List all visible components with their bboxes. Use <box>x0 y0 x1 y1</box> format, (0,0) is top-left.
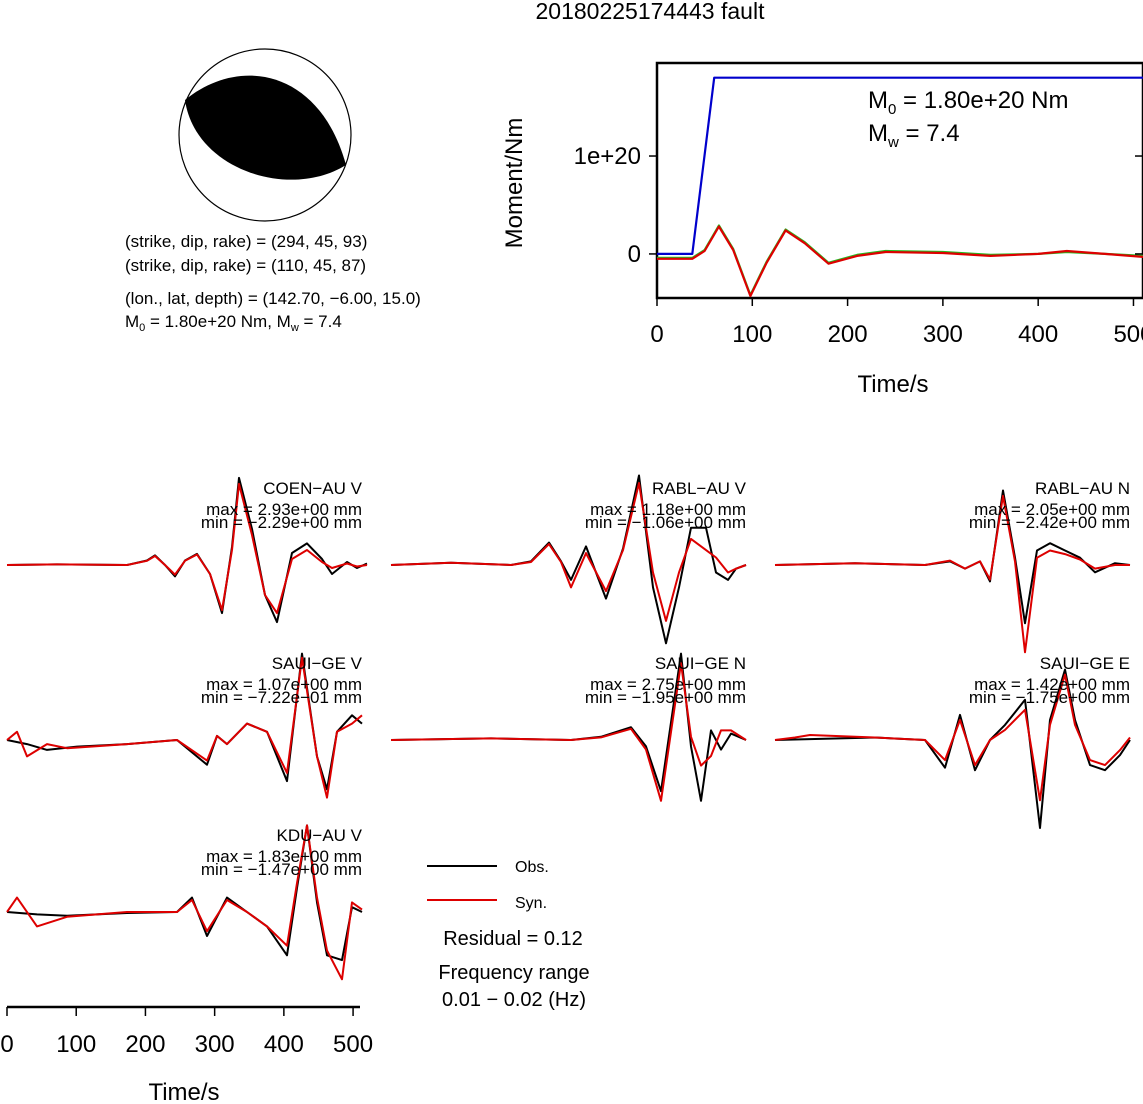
waveform-time-axis: Time/s 0 100 200 300 400 500 <box>0 1005 373 1104</box>
station-min: min = −1.06e+00 mm <box>585 513 746 532</box>
station-max: max = 2.05e+00 mm <box>974 500 1130 519</box>
waveform-x-tick-label: 500 <box>333 1031 373 1058</box>
waveform-x-tick-label: 400 <box>264 1031 304 1058</box>
station-label: RABL−AU N <box>1035 479 1130 498</box>
moment-plot-frame <box>655 61 1143 300</box>
moment-x-tick-label: 0 <box>650 321 663 348</box>
moment-y-tick-label: 1e+20 <box>574 143 641 170</box>
figure-title: 20180225174443 fault <box>536 0 766 24</box>
station-label: SAUI−GE E <box>1040 654 1130 673</box>
moment-x-tick-label: 200 <box>828 321 868 348</box>
hypocenter: (lon., lat, depth) = (142.70, −6.00, 15.… <box>125 289 421 308</box>
moment-x-tick-label: 100 <box>732 321 772 348</box>
moment-series-blue <box>657 76 1143 255</box>
moment-y-tick-label: 0 <box>628 241 641 268</box>
moment-x-label: Time/s <box>857 371 928 398</box>
moment-y-ticks: 0 1e+20 <box>574 143 1143 268</box>
observed-trace <box>6 824 363 962</box>
station-min: min = −7.22e−01 mm <box>201 688 362 707</box>
station-max: max = 1.83e+00 mm <box>206 847 362 866</box>
station-min: min = −2.42e+00 mm <box>969 513 1130 532</box>
moment-series-green <box>657 224 1143 297</box>
synthetic-trace <box>6 824 363 981</box>
station-min: min = −1.47e+00 mm <box>201 860 362 879</box>
moment-series-group <box>657 76 1143 298</box>
synthetic-trace <box>774 494 1130 654</box>
moment-x-tick-label: 300 <box>923 321 963 348</box>
station-label: KDU−AU V <box>277 826 363 845</box>
synthetic-trace <box>390 662 747 802</box>
station-min: min = −1.95e+00 mm <box>585 688 746 707</box>
mechanism-info: (strike, dip, rake) = (294, 45, 93) (str… <box>125 232 421 334</box>
moment-x-ticks: 0 100 200 300 400 500 <box>650 298 1143 348</box>
station-min: min = −2.29e+00 mm <box>201 513 362 532</box>
moment-x-tick-label: 400 <box>1018 321 1058 348</box>
synthetic-trace <box>774 673 1131 802</box>
nodal-plane-1: (strike, dip, rake) = (294, 45, 93) <box>125 232 367 251</box>
nodal-plane-2: (strike, dip, rake) = (110, 45, 87) <box>125 256 366 275</box>
waveform-x-label: Time/s <box>148 1079 219 1104</box>
beachball <box>178 48 352 222</box>
station-label: SAUI−GE V <box>272 654 363 673</box>
station-max: max = 1.42e+00 mm <box>974 675 1130 694</box>
station-max: max = 1.07e+00 mm <box>206 675 362 694</box>
residual-text: Residual = 0.12 <box>443 928 583 950</box>
waveform-x-tick-label: 200 <box>125 1031 165 1058</box>
moment-annotation-mw: Mw = 7.4 <box>868 120 960 151</box>
station-min: min = −1.75e+00 mm <box>969 688 1130 707</box>
frequency-value: 0.01 − 0.02 (Hz) <box>442 989 586 1011</box>
station-label: RABL−AU V <box>652 479 747 498</box>
station-max: max = 1.18e+00 mm <box>590 500 746 519</box>
frequency-title: Frequency range <box>438 962 589 984</box>
moment-series-red <box>657 225 1143 298</box>
moment-rate-panel: 0 100 200 300 400 500 0 1e+20 Time/s Moment/Nm… <box>501 61 1143 398</box>
moment-y-label: Moment/Nm <box>501 118 528 249</box>
waveform-x-tick-label: 300 <box>195 1031 235 1058</box>
moment-annotation-m0: M0 = 1.80e+20 Nm <box>868 87 1068 118</box>
legend-obs-label: Obs. <box>515 859 549 876</box>
moment-summary: M0 = 1.80e+20 Nm, Mw = 7.4 <box>125 312 342 334</box>
moment-x-tick-label: 500 <box>1113 321 1143 348</box>
station-label: COEN−AU V <box>263 479 362 498</box>
station-max: max = 2.93e+00 mm <box>206 500 362 519</box>
legend: Obs. Syn. Residual = 0.12 Frequency rang… <box>427 859 590 1011</box>
beachball-compression <box>185 75 346 180</box>
legend-syn-label: Syn. <box>515 895 547 912</box>
observed-trace <box>6 652 363 791</box>
observed-trace <box>774 668 1131 829</box>
waveform-x-tick-label: 0 <box>0 1031 13 1058</box>
synthetic-trace <box>390 482 747 622</box>
station-max: max = 2.75e+00 mm <box>590 675 746 694</box>
synthetic-trace <box>6 482 368 615</box>
station-label: SAUI−GE N <box>655 654 746 673</box>
waveform-x-tick-label: 100 <box>56 1031 96 1058</box>
synthetic-trace <box>6 656 363 799</box>
